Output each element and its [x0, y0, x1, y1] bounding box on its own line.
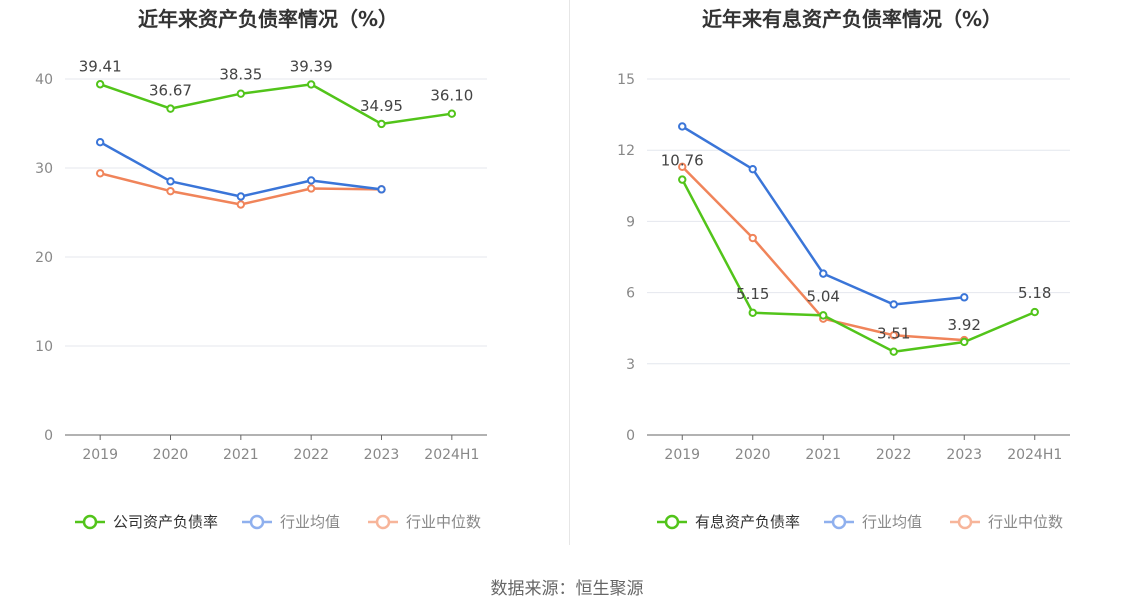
data-point [1032, 309, 1038, 315]
legend-label: 有息资产负债率 [695, 513, 800, 531]
legend-item-2: 行业均值 [824, 513, 922, 531]
legend-label: 公司资产负债率 [113, 513, 218, 531]
legend-swatch-marker [251, 516, 263, 528]
data-point [449, 111, 455, 117]
x-tick-label: 2020 [735, 447, 771, 463]
data-point [378, 121, 384, 127]
data-point [750, 235, 756, 241]
x-tick-label: 2022 [293, 447, 329, 463]
data-point [679, 123, 685, 129]
data-label: 10.76 [661, 152, 704, 170]
y-tick-label: 0 [626, 428, 635, 444]
legend-swatch-marker [833, 516, 845, 528]
data-label: 36.67 [149, 82, 192, 100]
y-tick-label: 3 [626, 357, 635, 373]
x-tick-label: 2019 [664, 447, 700, 463]
y-tick-label: 15 [617, 72, 635, 88]
x-tick-label: 2023 [364, 447, 400, 463]
data-point [961, 339, 967, 345]
data-point [97, 139, 103, 145]
data-label: 39.39 [290, 57, 333, 75]
y-tick-label: 30 [35, 161, 53, 177]
data-label: 3.92 [948, 316, 981, 334]
x-tick-label: 2020 [153, 447, 189, 463]
data-point [679, 176, 685, 182]
data-label: 34.95 [360, 97, 403, 115]
legend-swatch-marker [377, 516, 389, 528]
data-point [820, 312, 826, 318]
data-point [750, 166, 756, 172]
y-tick-label: 0 [44, 428, 53, 444]
data-label: 5.04 [807, 287, 840, 305]
data-point [961, 294, 967, 300]
x-tick-label: 2019 [82, 447, 118, 463]
legend-label: 行业中位数 [988, 513, 1063, 531]
y-tick-label: 6 [626, 286, 635, 302]
data-point [750, 310, 756, 316]
data-label: 38.35 [219, 66, 262, 84]
data-point [308, 177, 314, 183]
legend-label: 行业中位数 [406, 513, 481, 531]
data-point [167, 188, 173, 194]
y-tick-label: 20 [35, 250, 53, 266]
legend-item-1: 公司资产负债率 [75, 513, 218, 531]
data-label: 36.10 [430, 87, 473, 105]
chart-panel-1: 近年来资产负债率情况（%） 0 10 20 30 40 2019 2020 2021 2022 20… [35, 7, 487, 531]
x-tick-label: 2024H1 [1007, 447, 1062, 463]
data-source-note: 数据来源：恒生聚源 [0, 574, 1134, 599]
data-point [238, 201, 244, 207]
x-tick-label: 2023 [946, 447, 982, 463]
legend-item-3: 行业中位数 [368, 513, 481, 531]
legend-swatch-marker [959, 516, 971, 528]
data-point [308, 81, 314, 87]
legend-item-3: 行业中位数 [950, 513, 1063, 531]
legend-label: 行业均值 [862, 513, 922, 531]
data-point [167, 178, 173, 184]
data-point [97, 81, 103, 87]
y-tick-label: 9 [626, 214, 635, 230]
data-point [238, 193, 244, 199]
data-label: 5.15 [736, 285, 769, 303]
data-point [891, 301, 897, 307]
data-point [97, 170, 103, 176]
data-point [891, 348, 897, 354]
chart-title: 近年来资产负债率情况（%） [138, 7, 398, 31]
data-point [378, 186, 384, 192]
data-label: 5.18 [1018, 284, 1051, 302]
data-point [308, 185, 314, 191]
legend-swatch-marker [666, 516, 678, 528]
x-tick-label: 2024H1 [424, 447, 479, 463]
data-point [167, 105, 173, 111]
data-point [238, 90, 244, 96]
data-label: 39.41 [79, 57, 122, 75]
legend-label: 行业均值 [280, 513, 340, 531]
legend-swatch-marker [84, 516, 96, 528]
x-tick-label: 2021 [223, 447, 259, 463]
y-tick-label: 12 [617, 143, 635, 159]
y-tick-label: 40 [35, 72, 53, 88]
y-tick-label: 10 [35, 339, 53, 355]
legend-item-2: 行业均值 [242, 513, 340, 531]
data-label: 3.51 [877, 325, 910, 343]
panel-divider [569, 0, 570, 545]
chart-panel-2: 近年来有息资产负债率情况（%） 0 3 6 9 12 15 2019 2020 2021 2022 2… [617, 7, 1070, 531]
legend-item-1: 有息资产负债率 [657, 513, 800, 531]
x-tick-label: 2022 [876, 447, 912, 463]
data-point [820, 270, 826, 276]
x-tick-label: 2021 [805, 447, 841, 463]
chart-title: 近年来有息资产负债率情况（%） [702, 7, 1002, 31]
